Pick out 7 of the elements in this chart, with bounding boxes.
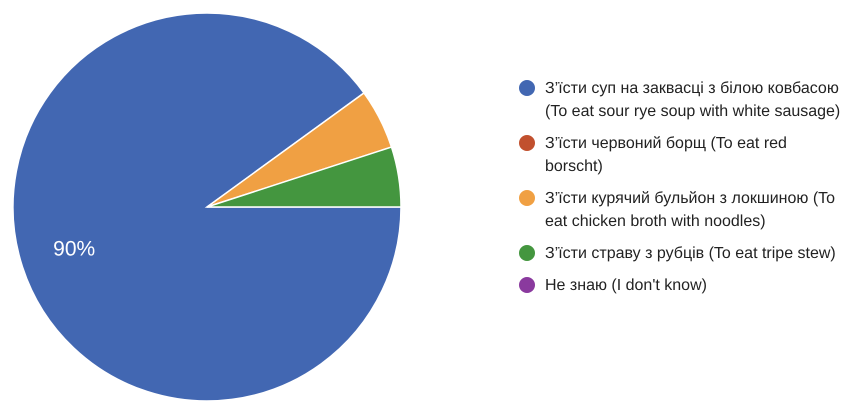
legend-label: Не знаю (I don't know)	[545, 277, 707, 294]
legend-label: З’їсти страву з рубців (To eat tripe stew)	[545, 245, 836, 262]
legend-label: З’їсти курячий бульйон з локшиною (To eat chicken broth with noodles)	[545, 190, 836, 230]
legend-label: З’їсти суп на заквасці з білою ковбасою (To eat sour rye soup with white sausage)	[545, 80, 840, 120]
pie-slice	[12, 12, 402, 402]
legend-label: З’їсти червоний борщ (To eat red borscht)	[545, 135, 787, 176]
data-label: 90%	[53, 238, 96, 261]
